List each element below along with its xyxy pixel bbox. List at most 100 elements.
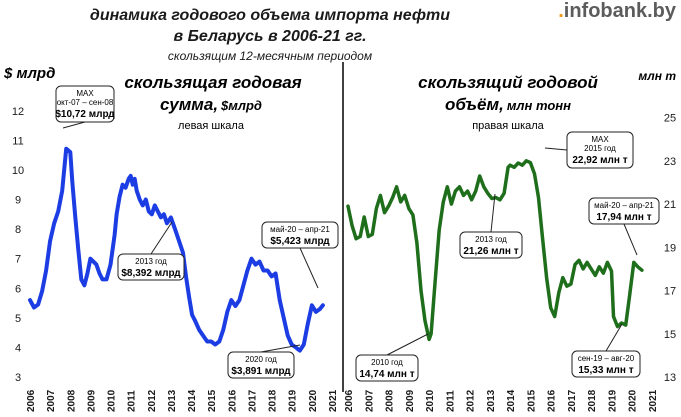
left-annotation-y2013: 2013 год $8,392 млрд — [117, 221, 185, 281]
left-annotation-text: $3,891 млрд — [231, 366, 291, 377]
right-annotation-box — [566, 131, 634, 169]
right-annotation-box — [571, 350, 641, 378]
right-heading-unit: млн тонн — [507, 98, 571, 113]
left-x-tick-label: 2019 — [288, 389, 299, 412]
right-x-tick-label: 2020 — [628, 389, 639, 412]
left-annotation-leader — [150, 221, 173, 255]
left-heading-line2: сумма, $млрд — [160, 95, 262, 114]
right-y-tick-label: 21 — [664, 199, 676, 211]
left-y-tick-label: 3 — [15, 372, 21, 384]
left-y-tick-label: 9 — [15, 195, 21, 207]
right-x-tick-label: 2010 — [425, 389, 436, 412]
left-x-tick-label: 2010 — [107, 389, 118, 412]
left-annotation-text: $10,72 млрд — [55, 109, 115, 120]
left-y-tick-label: 11 — [12, 135, 23, 147]
right-y-tick-label: 17 — [664, 286, 676, 298]
right-annotation-text: 14,74 млн т — [359, 369, 414, 380]
left-scale-note: левая шкала — [178, 120, 245, 132]
left-annotation-text: 2013 год — [135, 257, 167, 266]
right-y-axis: 13 15 17 19 21 23 25 — [664, 113, 676, 384]
left-y-axis: 3 4 5 6 7 8 9 10 11 12 — [12, 106, 24, 384]
right-annotation-text: сен-19 – авг-20 — [578, 354, 635, 363]
left-x-tick-label: 2012 — [147, 389, 158, 412]
right-y-tick-label: 23 — [664, 156, 676, 168]
right-annotation-leader — [605, 323, 623, 352]
left-x-tick-label: 2021 — [328, 389, 339, 412]
right-heading-word: объём, — [445, 95, 504, 114]
right-x-tick-label: 2021 — [648, 389, 659, 412]
right-annotation-y2013: 2013 год 21,26 млн т — [459, 193, 523, 259]
chart-title-line1: динамика годового объема импорта нефти — [90, 7, 450, 24]
right-y-tick-label: 25 — [664, 113, 676, 125]
right-y-tick-label: 15 — [664, 329, 676, 341]
chart-subtitle: скользящим 12-месячным периодом — [168, 49, 372, 63]
right-x-tick-label: 2006 — [344, 389, 355, 412]
left-y-tick-label: 8 — [15, 224, 21, 236]
left-y-tick-label: 10 — [12, 165, 24, 177]
right-annotation-text: 2013 год — [475, 235, 507, 244]
left-annotation-box — [55, 85, 115, 123]
right-annotation-text: 2015 год — [584, 144, 616, 153]
left-x-tick-label: 2008 — [66, 389, 77, 412]
left-x-axis: 2006 2007 2008 2009 2010 2011 2012 2013 2014 2015… — [26, 389, 339, 412]
right-x-tick-label: 2015 — [526, 389, 537, 412]
left-series-group — [28, 146, 325, 353]
left-y-tick-label: 5 — [15, 313, 21, 325]
right-annotation-text: 17,94 млн т — [596, 212, 651, 223]
left-x-tick-label: 2014 — [187, 389, 198, 412]
right-x-axis: 2006 2007 2008 2009 2010 2011 2012 2013 2014 2015… — [344, 389, 659, 412]
right-annotation-leader — [386, 333, 429, 356]
left-heading-word: сумма, — [160, 95, 218, 114]
right-x-tick-label: 2008 — [385, 389, 396, 412]
left-x-tick-label: 2013 — [167, 389, 178, 412]
right-series-line — [346, 159, 644, 342]
right-annotation-leader — [490, 193, 496, 233]
left-y-tick-label: 7 — [15, 254, 21, 266]
right-annotation-leader — [544, 147, 568, 151]
left-x-tick-label: 2018 — [268, 389, 279, 412]
right-annotation-last: май-20 – апр-21 17,94 млн т — [588, 197, 660, 256]
right-annotation-box — [459, 231, 523, 259]
left-x-tick-label: 2009 — [86, 389, 97, 412]
left-annotation-box — [261, 221, 339, 249]
right-x-tick-label: 2012 — [466, 389, 477, 412]
right-annotation-text: 15,33 млн т — [578, 365, 633, 376]
left-annotation-leader — [260, 344, 301, 353]
left-heading-line1: скользящая годовая — [124, 73, 301, 92]
left-annotation-text: май-20 – апр-21 — [270, 225, 330, 234]
right-x-tick-label: 2016 — [547, 389, 558, 412]
left-x-tick-label: 2016 — [227, 389, 238, 412]
right-x-tick-label: 2017 — [567, 389, 578, 412]
left-x-tick-label: 2006 — [26, 389, 37, 412]
right-x-tick-label: 2019 — [607, 389, 618, 412]
left-x-tick-label: 2007 — [46, 389, 57, 412]
left-annotation-text: $8,392 млрд — [121, 268, 181, 279]
left-annotation-text: $5,423 млрд — [270, 236, 330, 247]
right-annotation-y2010: 2010 год 14,74 млн т — [355, 333, 429, 382]
right-x-tick-label: 2011 — [445, 390, 456, 412]
left-y-tick-label: 12 — [12, 106, 24, 118]
left-annotation-leader — [62, 121, 86, 129]
right-x-tick-label: 2009 — [405, 389, 416, 412]
left-x-tick-label: 2017 — [247, 389, 258, 412]
left-y-tick-label: 6 — [15, 283, 21, 295]
left-annotation-leader — [299, 247, 319, 289]
right-annotation-text: 22,92 млн т — [572, 155, 627, 166]
left-x-tick-label: 2011 — [127, 390, 138, 412]
right-annotation-min: сен-19 – авг-20 15,33 млн т — [571, 323, 641, 378]
right-x-tick-label: 2013 — [486, 389, 497, 412]
left-annotation-box — [117, 253, 185, 281]
right-x-tick-label: 2007 — [364, 389, 375, 412]
right-annotation-box — [355, 354, 419, 382]
left-series-line — [28, 146, 325, 353]
right-x-tick-label: 2018 — [587, 389, 598, 412]
left-unit-label: $ млрд — [3, 65, 55, 82]
right-unit-label: млн т — [638, 69, 676, 83]
left-y-tick-label: 4 — [15, 342, 21, 354]
right-y-tick-label: 13 — [664, 372, 676, 384]
